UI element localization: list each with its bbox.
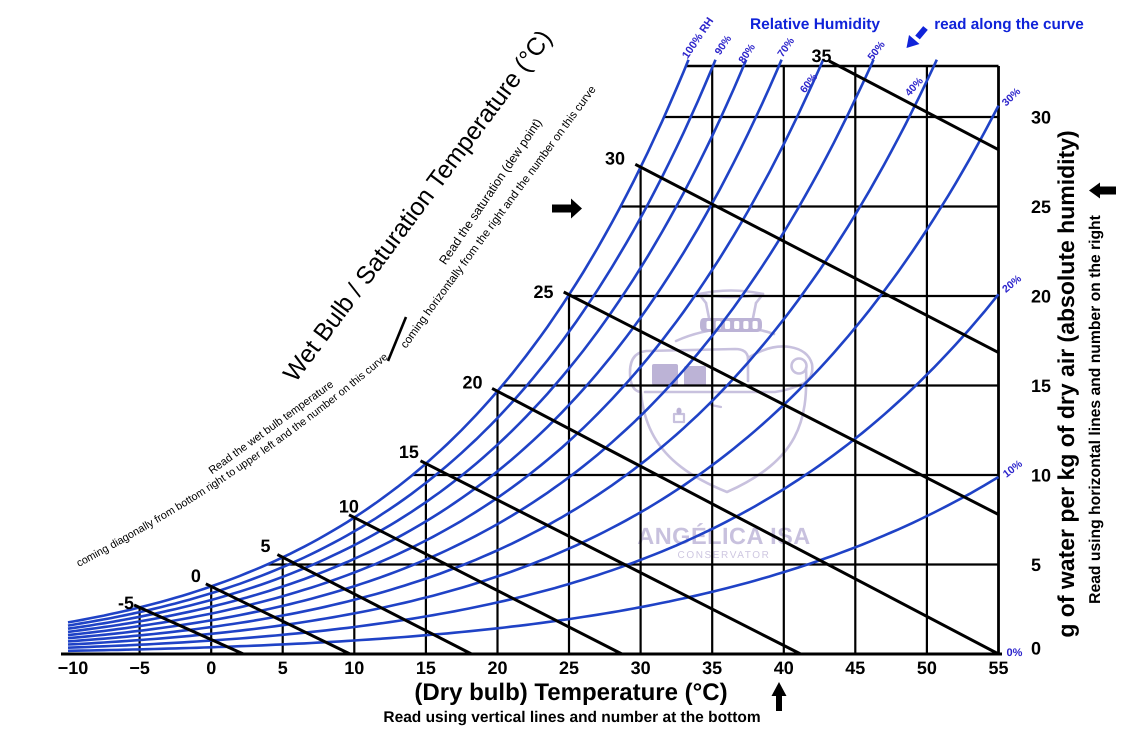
svg-text:0: 0 <box>191 566 201 586</box>
svg-text:0: 0 <box>1031 639 1041 659</box>
svg-text:(Dry bulb) Temperature (°C): (Dry bulb) Temperature (°C) <box>414 679 727 706</box>
svg-text:25: 25 <box>1031 197 1051 217</box>
svg-text:0: 0 <box>206 658 216 678</box>
svg-text:5: 5 <box>278 658 288 678</box>
svg-text:30: 30 <box>605 149 625 169</box>
svg-text:20: 20 <box>1031 287 1051 307</box>
svg-text:read along the curve: read along the curve <box>934 16 1084 33</box>
svg-text:5: 5 <box>260 536 270 556</box>
svg-text:15: 15 <box>399 442 419 462</box>
svg-text:35: 35 <box>702 658 722 678</box>
svg-text:0%: 0% <box>1006 647 1022 659</box>
svg-text:20: 20 <box>487 658 507 678</box>
svg-text:Read using horizontal lines an: Read using horizontal lines and number o… <box>1087 214 1104 603</box>
svg-text:20: 20 <box>462 373 482 393</box>
svg-text:15: 15 <box>1031 376 1051 396</box>
svg-text:−10: −10 <box>58 658 89 678</box>
svg-text:g of water per kg of dry air (: g of water per kg of dry air (absolute h… <box>1053 130 1079 637</box>
svg-text:10: 10 <box>1031 466 1051 486</box>
svg-text:55: 55 <box>988 658 1008 678</box>
svg-text:-5: -5 <box>118 593 134 613</box>
svg-text:15: 15 <box>416 658 436 678</box>
svg-text:CONSERVATOR: CONSERVATOR <box>678 550 771 561</box>
svg-text:Read using vertical lines and: Read using vertical lines and number at … <box>383 709 760 726</box>
svg-text:50: 50 <box>917 658 937 678</box>
svg-text:−5: −5 <box>129 658 150 678</box>
svg-text:ANGÉLICA ISA: ANGÉLICA ISA <box>637 523 811 549</box>
svg-text:30: 30 <box>631 658 651 678</box>
svg-text:40: 40 <box>774 658 794 678</box>
svg-text:30: 30 <box>1031 108 1051 128</box>
svg-text:5: 5 <box>1031 555 1041 575</box>
svg-text:25: 25 <box>533 282 553 302</box>
svg-text:10: 10 <box>344 658 364 678</box>
svg-text:35: 35 <box>811 46 831 66</box>
svg-text:10: 10 <box>339 497 359 517</box>
svg-text:45: 45 <box>845 658 865 678</box>
svg-text:Relative Humidity: Relative Humidity <box>750 16 880 33</box>
svg-text:25: 25 <box>559 658 579 678</box>
